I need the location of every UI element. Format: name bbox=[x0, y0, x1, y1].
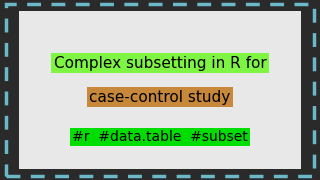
Text: Complex subsetting in R for: Complex subsetting in R for bbox=[54, 55, 266, 71]
FancyBboxPatch shape bbox=[19, 11, 301, 169]
Text: case-control study: case-control study bbox=[89, 90, 231, 105]
Text: #r  #data.table  #subset: #r #data.table #subset bbox=[72, 130, 248, 144]
